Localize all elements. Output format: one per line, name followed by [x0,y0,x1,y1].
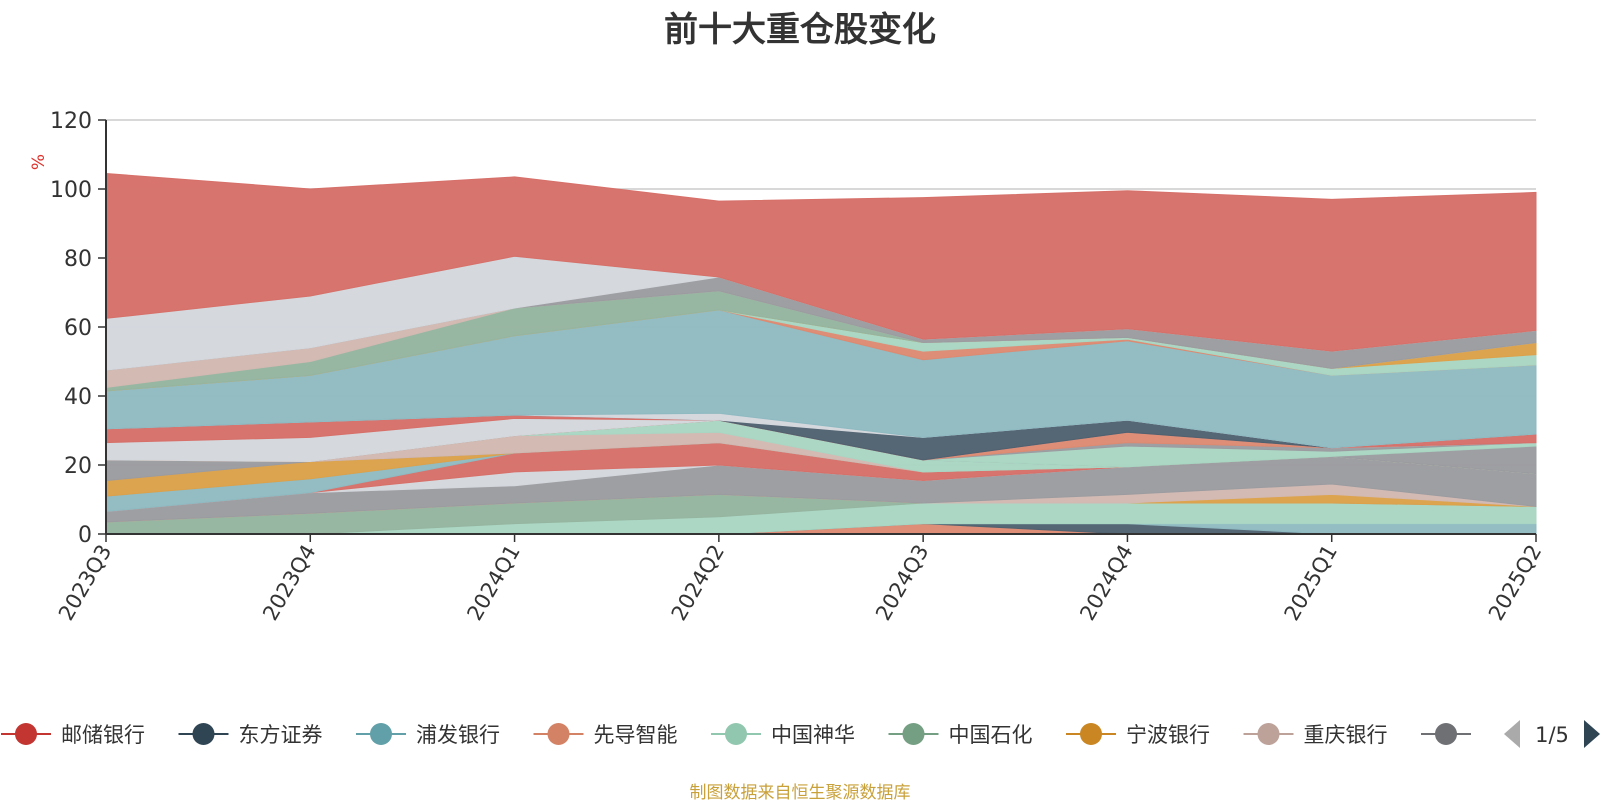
y-axis-label: % [29,154,49,170]
y-tick-label-2: 40 [64,385,92,410]
legend-prev-arrow-icon[interactable] [1504,720,1520,748]
legend-marker-3 [547,723,570,745]
x-tick-label-0: 2023Q3 [54,541,116,625]
stacked-area-chart: 0 20 40 60 80 100 120 2023Q3 2023Q4 2024Q1 2024Q2 2… [1,109,1600,748]
x-tick-label-1: 2023Q4 [258,541,320,625]
legend-label-1[interactable]: 东方证券 [239,723,323,747]
legend-label-7[interactable]: 重庆银行 [1304,723,1388,747]
legend-marker-7 [1257,723,1280,745]
x-tick-label-3: 2024Q2 [667,541,729,625]
area-series-group [105,172,1537,535]
legend-label-8[interactable]: 兴 [1481,723,1502,747]
x-tick-label-4: 2024Q3 [871,541,933,625]
legend-label-2[interactable]: 浦发银行 [416,723,500,747]
legend: 邮储银行 东方证券 浦发银行 先导智能 中国神华 中国石化 宁波银行 重庆银行 兴 1/5 [1,720,1600,748]
legend-label-0[interactable]: 邮储银行 [61,723,145,747]
legend-label-6[interactable]: 宁波银行 [1126,723,1210,747]
legend-next-arrow-icon[interactable] [1584,720,1600,748]
legend-label-5[interactable]: 中国石化 [949,723,1033,747]
legend-marker-5 [902,723,925,745]
legend-items: 邮储银行 东方证券 浦发银行 先导智能 中国神华 中国石化 宁波银行 重庆银行 兴 [1,723,1502,747]
y-tick-label-3: 60 [64,316,92,341]
chart-title: 前十大重仓股变化 [664,10,936,50]
legend-marker-1 [192,723,215,745]
legend-marker-0 [15,723,37,745]
y-tick-label-5: 100 [50,178,92,203]
legend-page-indicator: 1/5 [1535,723,1569,747]
y-tick-label-0: 0 [78,523,92,548]
x-tick-label-5: 2024Q4 [1075,541,1137,625]
legend-label-4[interactable]: 中国神华 [771,723,855,747]
y-tick-label-4: 80 [64,247,92,272]
legend-label-3[interactable]: 先导智能 [594,723,678,747]
y-tick-label-1: 20 [64,454,92,479]
legend-marker-8 [1435,723,1457,745]
legend-marker-6 [1080,723,1102,745]
source-note: 制图数据来自恒生聚源数据库 [689,783,911,803]
y-tick-label-6: 120 [50,109,92,134]
legend-marker-4 [725,723,747,745]
x-tick-label-7: 2025Q2 [1484,541,1546,625]
x-tick-label-2: 2024Q1 [462,541,524,625]
x-tick-label-6: 2025Q1 [1280,541,1342,625]
legend-marker-2 [370,723,392,745]
area-series-32 [105,172,1537,352]
